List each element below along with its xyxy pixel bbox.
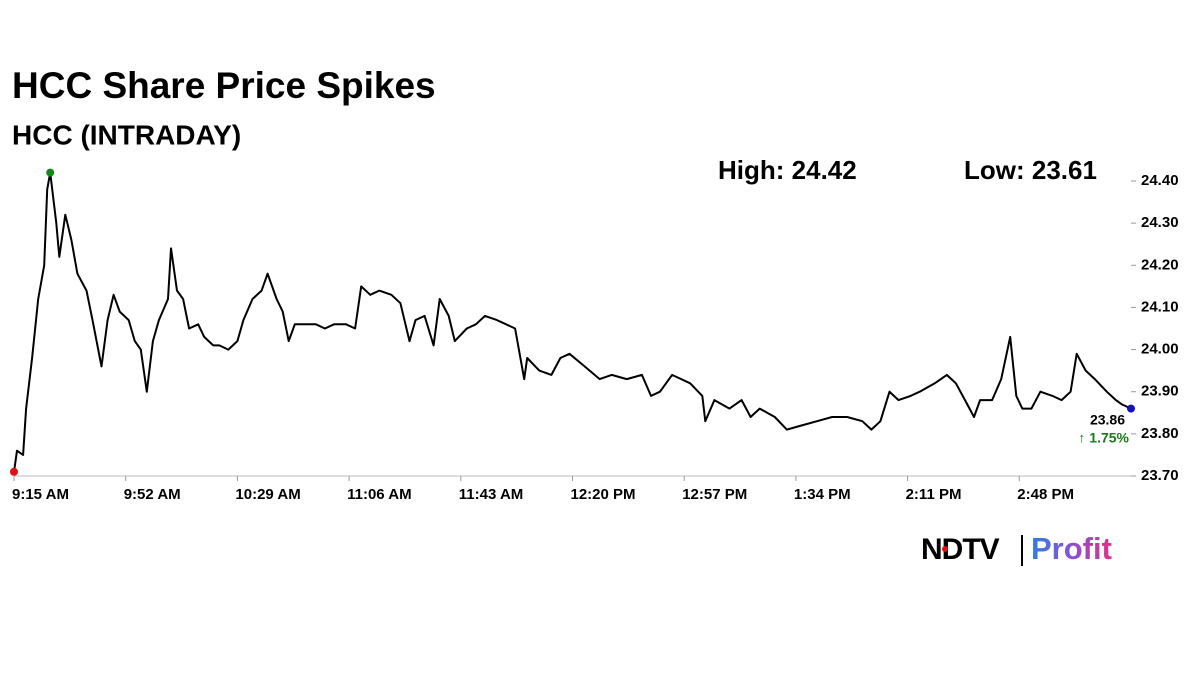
y-tick-label: 23.70 <box>1141 467 1179 484</box>
brand-dot <box>942 546 948 552</box>
x-tick-label: 2:11 PM <box>906 486 962 503</box>
chart-title: HCC Share Price Spikes <box>12 65 436 106</box>
chart-subtitle: HCC (INTRADAY) <box>12 119 241 150</box>
y-tick-label: 24.30 <box>1141 214 1179 231</box>
y-tick-label: 24.10 <box>1141 298 1179 315</box>
high-label: High: 24.42 <box>718 155 857 185</box>
low-marker <box>10 467 18 476</box>
change-label: ↑ 1.75% <box>1078 430 1129 446</box>
x-tick-label: 12:57 PM <box>682 486 747 503</box>
brand-product: Profit <box>1031 531 1112 566</box>
high-marker <box>46 168 55 177</box>
x-tick-label: 2:48 PM <box>1017 486 1074 503</box>
x-tick-label: 10:29 AM <box>235 486 300 503</box>
brand-name: NDTV <box>921 533 1000 566</box>
y-tick-label: 23.90 <box>1141 383 1179 400</box>
y-tick-label: 24.20 <box>1141 256 1179 273</box>
y-tick-label: 24.00 <box>1141 341 1179 358</box>
low-label: Low: 23.61 <box>964 155 1097 185</box>
x-tick-label: 11:43 AM <box>459 486 523 503</box>
x-tick-label: 11:06 AM <box>347 486 411 503</box>
x-tick-label: 9:52 AM <box>124 486 181 503</box>
y-tick-label: 24.40 <box>1141 172 1179 189</box>
last-price-label: 23.86 <box>1090 412 1125 428</box>
x-tick-label: 9:15 AM <box>12 486 69 503</box>
x-tick-label: 12:20 PM <box>571 486 636 503</box>
x-tick-label: 1:34 PM <box>794 486 851 503</box>
last-marker <box>1127 404 1135 413</box>
price-line <box>13 171 1132 472</box>
y-tick-label: 23.80 <box>1141 425 1179 442</box>
